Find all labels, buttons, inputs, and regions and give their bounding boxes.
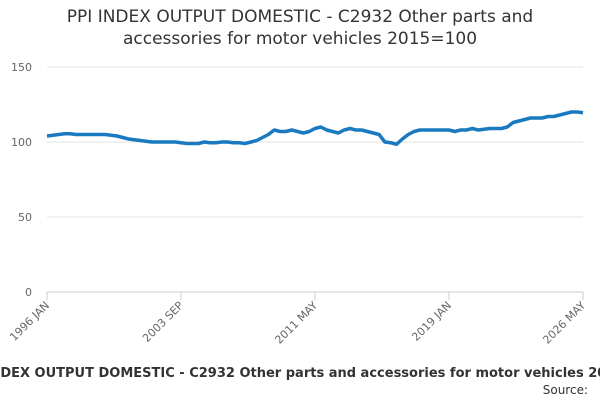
y-tick-label: 150 bbox=[11, 61, 32, 74]
y-tick-label: 50 bbox=[18, 211, 32, 224]
y-tick-label: 100 bbox=[11, 136, 32, 149]
x-tick-label: 2003 SEP bbox=[140, 299, 186, 345]
y-tick-label: 0 bbox=[25, 286, 32, 299]
caption: INDEX OUTPUT DOMESTIC - C2932 Other part… bbox=[0, 366, 600, 381]
chart-title: PPI INDEX OUTPUT DOMESTIC - C2932 Other … bbox=[67, 7, 533, 27]
x-tick-label: 1996 JAN bbox=[7, 299, 52, 344]
data-line bbox=[46, 110, 584, 146]
x-tick-label: 2026 MAY bbox=[540, 299, 588, 347]
chart-title: accessories for motor vehicles 2015=100 bbox=[123, 29, 477, 49]
x-tick-label: 2019 JAN bbox=[409, 299, 454, 344]
source: Source: bbox=[543, 383, 588, 397]
x-tick-label: 2011 MAY bbox=[272, 299, 320, 347]
